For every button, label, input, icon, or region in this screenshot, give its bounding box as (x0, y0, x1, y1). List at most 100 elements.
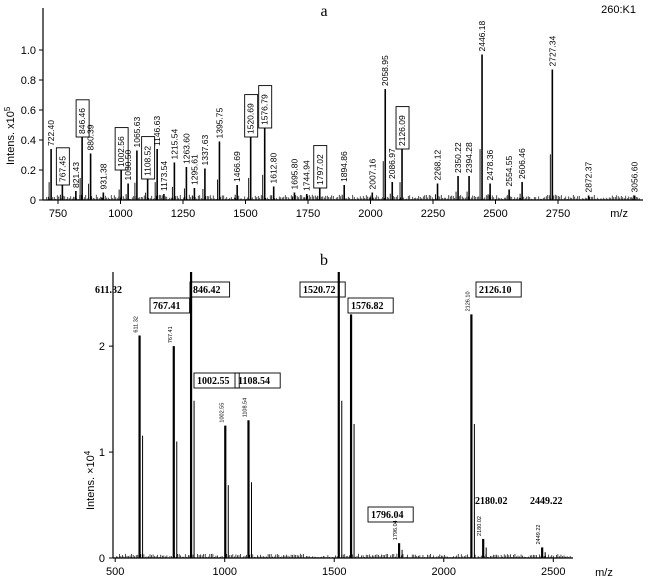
peak-label: 1146.63 (152, 116, 162, 146)
peak-label: 1002.55 (197, 376, 230, 387)
panel-b-peaks: 611.32 611.32 767.41 767.41 846.42 1002.55 100… (95, 272, 563, 558)
peak-small-label: 1796.04 (393, 520, 399, 540)
panel-a-x-tick-label: 2750 (546, 208, 570, 220)
panel-b-x-tick-label: 500 (106, 566, 124, 578)
peak-label: 1030.50 (123, 150, 133, 181)
peak-label: 2180.02 (475, 496, 508, 507)
peak-label: 1797.02 (315, 154, 325, 185)
peak-label-box (55, 147, 70, 186)
peak-label: 931.38 (98, 163, 108, 189)
peak-label-box (299, 281, 346, 298)
panel-a-y-tick-label: 1.0 (21, 45, 36, 57)
peak-small-label: 1108.54 (242, 398, 248, 417)
peak-label: 1695.80 (289, 159, 299, 190)
peak-label: 846.42 (193, 285, 221, 296)
panel-b-x-tick-label: 2000 (432, 566, 456, 578)
peak-small-label: 767.41 (168, 326, 174, 343)
peak-label: 1576.79 (260, 94, 270, 125)
peak-label: 1263.60 (181, 133, 191, 164)
peak-label: 1796.04 (371, 510, 404, 521)
panel-a-x-tick-label: 2500 (483, 208, 507, 220)
panel-a-y-tick-label: 0.4 (21, 135, 36, 147)
peak-label: 1065.63 (132, 117, 142, 148)
peak-label-box (75, 99, 90, 138)
peak-label: 2872.37 (584, 162, 594, 193)
peak-label-box (193, 372, 240, 389)
peak-label: 722.40 (46, 120, 56, 146)
panel-a-x-tick-label: 750 (49, 208, 67, 220)
panel-b-y-tick-label: 0 (99, 553, 105, 565)
peak-label-box (347, 297, 394, 314)
peak-label: 2478.36 (485, 150, 495, 181)
peak-label-box (149, 297, 191, 314)
peak-label: 2554.55 (504, 156, 514, 187)
panel-a-y-tick-label: 0.6 (21, 105, 36, 117)
panel-a-y-tick-label: 0 (30, 195, 36, 207)
panel-a-y-tick-label: 0.8 (21, 75, 36, 87)
peak-label: 1173.54 (159, 161, 169, 191)
peak-label-box (234, 372, 281, 389)
panel-a-y-tick-label: 0.2 (21, 165, 36, 177)
peak-label: 2394.28 (464, 142, 474, 173)
peak-label: 1215.54 (169, 129, 179, 160)
peak-label: 1002.56 (116, 136, 126, 167)
peak-label: 2350.22 (453, 142, 463, 173)
peak-label: 2268.12 (433, 150, 443, 181)
peak-label: 1520.69 (246, 103, 256, 134)
peak-label: 2086.97 (387, 148, 397, 179)
peak-label: 1520.72 (303, 285, 336, 296)
peak-label: 767.41 (153, 301, 181, 312)
peak-label: 2727.34 (547, 36, 557, 67)
peak-label-box (244, 94, 259, 138)
panel-b-x-tick-label: 1000 (212, 566, 236, 578)
peak-label-box (475, 281, 522, 298)
peak-label: 2058.95 (380, 55, 390, 86)
peak-label: 1744.94 (302, 160, 312, 191)
panel-a-x-tick-label: 1250 (171, 208, 195, 220)
panel-a-sample-label: 260:K1 (601, 4, 636, 16)
peak-label: 1295.61 (189, 154, 199, 185)
panel-b-y-tick-label: 2 (99, 341, 105, 353)
peak-label-box (258, 85, 273, 129)
panel-b-baseline-noise (115, 553, 571, 558)
panel-a-y-axis-label: Intens. x105 (3, 106, 17, 165)
panel-b-x-tick-label: 2500 (541, 566, 565, 578)
panel-a-x-tick-label: 2250 (421, 208, 445, 220)
peak-label-box (395, 106, 410, 150)
peak-label: 1395.75 (214, 108, 224, 139)
panel-b-y-axis-label: Intens. ×104 (83, 450, 97, 510)
peak-label: 2449.22 (530, 496, 563, 507)
panel-b-x-axis-label: m/z (595, 567, 613, 579)
panel-a-x-tick-label: 1750 (296, 208, 320, 220)
peak-label: 1108.52 (143, 146, 153, 176)
peak-label-box (189, 281, 231, 298)
peak-label: 1612.80 (269, 153, 279, 184)
panel-b-y-tick-label: 1 (99, 447, 105, 459)
peak-label: 2007.16 (367, 159, 377, 190)
peak-label: 821.43 (71, 162, 81, 188)
peak-label-box (313, 145, 328, 189)
peak-label: 880.39 (86, 124, 96, 150)
peak-small-label: 2449.22 (536, 525, 542, 545)
peak-label: 2126.09 (397, 115, 407, 146)
peak-label: 1337.63 (200, 135, 210, 166)
panel-b-title: b (320, 252, 328, 269)
panel-b-x-tick-label: 1500 (322, 566, 346, 578)
peak-small-label: 1002.55 (219, 403, 225, 423)
panel-a-title: a (320, 3, 327, 20)
peak-label: 2126.10 (479, 285, 512, 296)
peak-small-label: 611.32 (134, 316, 140, 332)
peak-small-label: 2180.02 (477, 516, 483, 536)
peak-label: 1108.54 (238, 376, 270, 387)
peak-label: 3056.60 (630, 162, 640, 193)
panel-a-x-tick-label: 1500 (233, 208, 257, 220)
peak-small-label: 2126.10 (465, 291, 471, 311)
panel-a-x-tick-label: 2000 (358, 208, 382, 220)
peak-label: 1894.86 (339, 151, 349, 182)
peak-label-box (367, 506, 414, 523)
panel-a-x-axis-label: m/z (610, 208, 628, 220)
panel-a-x-tick-label: 1000 (108, 208, 132, 220)
